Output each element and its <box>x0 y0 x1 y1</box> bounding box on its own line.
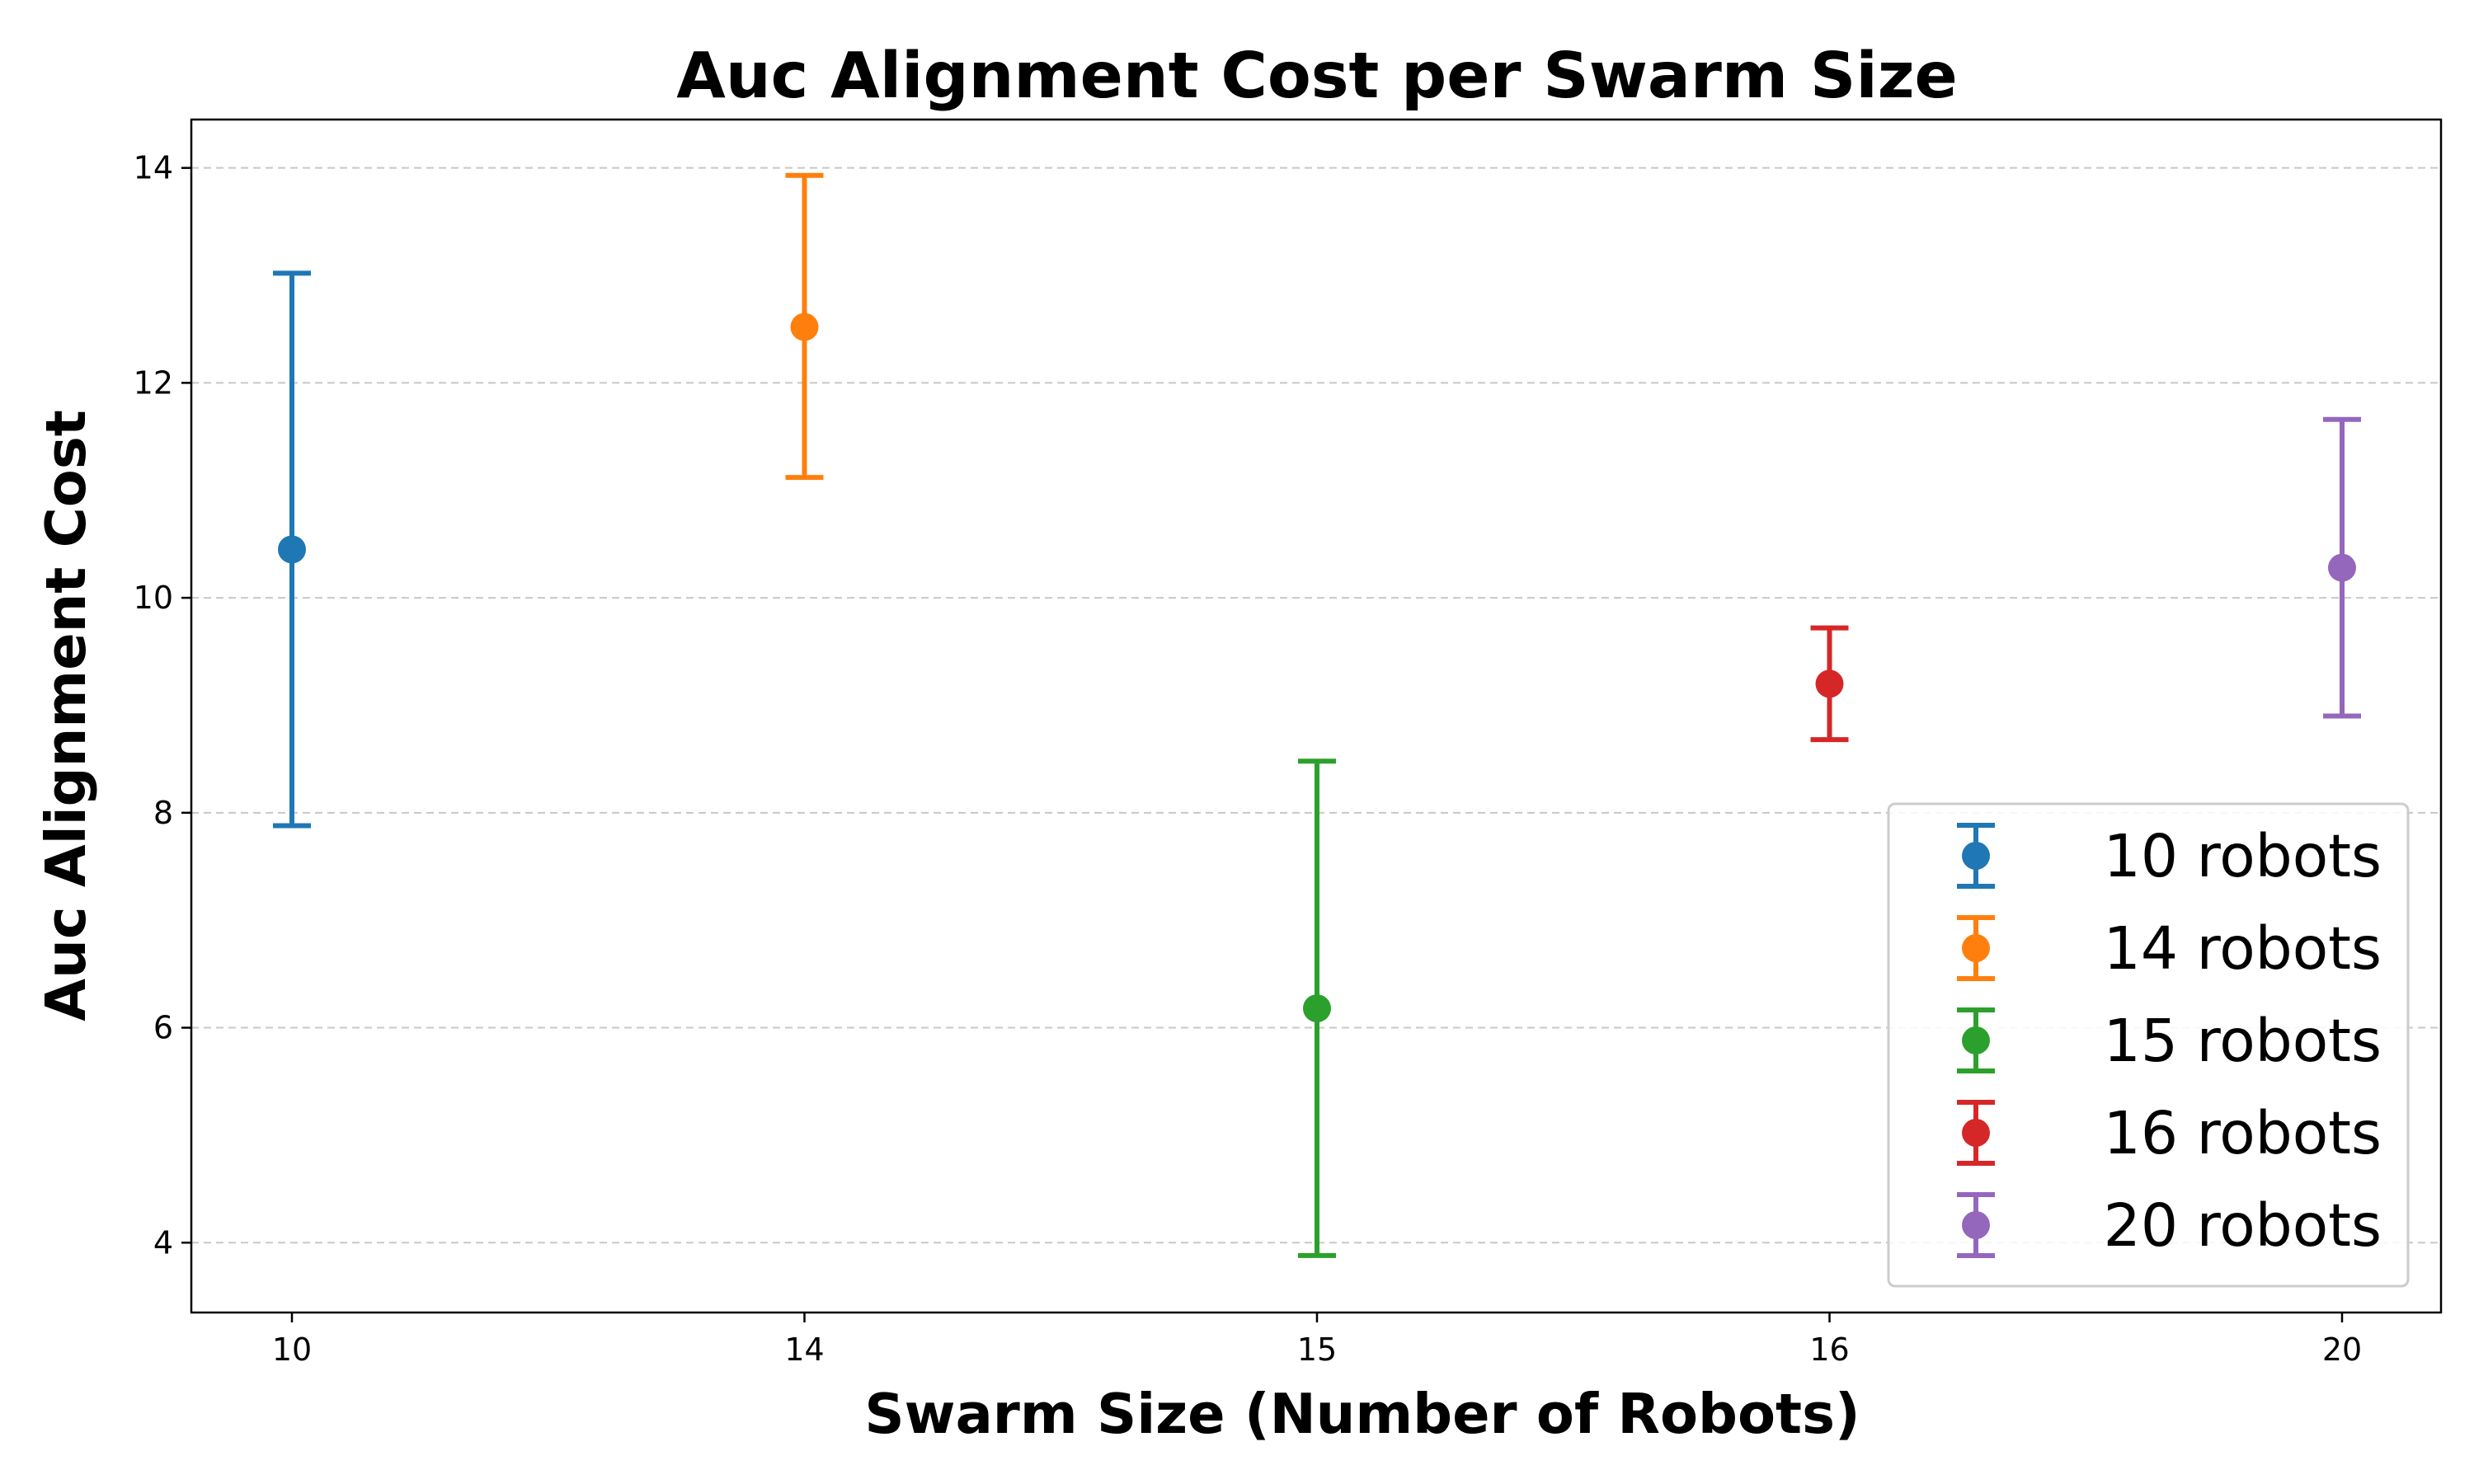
legend: 10 robots 14 robots 15 robots 16 robots 20 r… <box>1887 802 2410 1288</box>
legend-label: 14 robots <box>2104 914 2382 983</box>
chart-title: Auc Alignment Cost per Swarm Size <box>676 40 1958 113</box>
mean-point <box>278 535 306 564</box>
y-axis-label: Auc Alignment Cost <box>34 410 98 1021</box>
y-tick-label: 6 <box>153 1010 173 1046</box>
legend-box <box>1887 802 2410 1288</box>
legend-entry: 10 robots <box>1957 822 2382 890</box>
y-tick-label: 8 <box>153 795 173 831</box>
error-bar-group <box>1298 758 1336 1258</box>
error-bar-group <box>1810 625 1849 743</box>
data-marks <box>273 172 2361 1258</box>
x-tick-label: 14 <box>784 1331 824 1368</box>
legend-entry: 15 robots <box>1957 1007 2382 1075</box>
y-tick-label: 10 <box>134 580 173 616</box>
y-tick-label: 4 <box>153 1224 173 1261</box>
legend-label: 20 robots <box>2104 1191 2382 1260</box>
error-bar-group <box>785 172 824 481</box>
legend-marker <box>1962 934 1990 962</box>
x-tick-label: 15 <box>1297 1331 1337 1368</box>
error-bar-group <box>2323 416 2361 719</box>
axis-ticks: 4 6 8 10 12 14 10 14 15 16 20 <box>134 150 2363 1368</box>
legend-label: 10 robots <box>2104 822 2382 890</box>
legend-label: 15 robots <box>2104 1007 2382 1075</box>
legend-marker <box>1962 842 1990 870</box>
y-tick-label: 14 <box>134 150 173 186</box>
legend-entry: 16 robots <box>1957 1099 2382 1167</box>
legend-entry: 20 robots <box>1957 1191 2382 1260</box>
mean-point <box>1303 994 1331 1023</box>
x-tick-label: 10 <box>272 1331 312 1368</box>
legend-label: 16 robots <box>2104 1099 2382 1167</box>
x-tick-label: 16 <box>1809 1331 1849 1368</box>
x-axis-label: Swarm Size (Number of Robots) <box>864 1382 1860 1446</box>
legend-marker <box>1962 1211 1990 1239</box>
mean-point <box>1815 669 1844 698</box>
legend-entry: 14 robots <box>1957 914 2382 983</box>
y-tick-label: 12 <box>134 364 173 401</box>
mean-point <box>2328 553 2356 582</box>
error-bar-group <box>273 270 311 829</box>
mean-point <box>790 312 819 341</box>
legend-marker <box>1962 1119 1990 1147</box>
legend-marker <box>1962 1026 1990 1054</box>
x-tick-label: 20 <box>2322 1331 2362 1368</box>
